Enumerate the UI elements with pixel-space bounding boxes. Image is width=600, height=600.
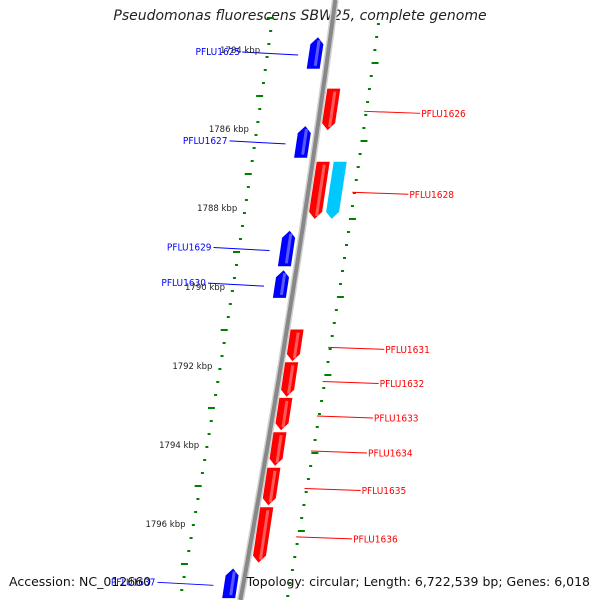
gene-arrow[interactable] — [222, 568, 239, 599]
gene-label-pflu1631[interactable]: PFLU1631 — [328, 345, 430, 356]
gene-arrow[interactable] — [294, 126, 311, 158]
gene-leader-line — [242, 51, 299, 56]
gene-label-text[interactable]: PFLU1637 — [111, 577, 156, 588]
gene-features[interactable] — [222, 37, 347, 599]
gene-label-pflu1633[interactable]: PFLU1633 — [316, 414, 419, 425]
gene-leader-line — [352, 191, 409, 195]
accession-text: Accession: NC_012660 — [9, 574, 152, 589]
gene-arrow-shade — [275, 435, 283, 464]
gene-pflu1628[interactable] — [309, 161, 347, 219]
gene-pflu1633[interactable] — [275, 397, 293, 431]
scale-labels: 1784 kbp 1786 kbp 1788 kbp 1790 kbp 1792 kbp… — [145, 46, 260, 530]
gene-pflu1634[interactable] — [269, 432, 287, 466]
gene-label-pflu1628[interactable]: PFLU1628 — [352, 190, 454, 201]
scale-label: 1794 kbp — [159, 441, 199, 451]
scale-label: 1786 kbp — [209, 125, 249, 135]
gene-arrow-shade — [229, 571, 236, 596]
gene-arrow-shade — [281, 400, 289, 428]
scale-label: 1788 kbp — [197, 204, 237, 214]
gene-label-pflu1630[interactable]: PFLU1630 — [161, 278, 265, 289]
gene-label-text[interactable]: PFLU1626 — [421, 109, 466, 120]
gene-label-text[interactable]: PFLU1636 — [353, 534, 398, 545]
gene-arrow[interactable] — [275, 397, 293, 431]
gene-leader-line — [328, 346, 385, 350]
gene-label-pflu1636[interactable]: PFLU1636 — [296, 534, 398, 545]
gene-arrow-shade — [268, 470, 277, 503]
gene-arrow-shade — [292, 332, 300, 359]
gene-label-pflu1632[interactable]: PFLU1632 — [322, 379, 425, 390]
gene-arrow-shade — [301, 128, 308, 155]
gene-pflu1629[interactable] — [277, 230, 296, 267]
gene-label-text[interactable]: PFLU1633 — [374, 414, 419, 425]
gene-label-pflu1627[interactable]: PFLU1627 — [183, 136, 286, 147]
gene-leader-line — [213, 247, 270, 252]
gene-label-text[interactable]: PFLU1630 — [161, 278, 206, 289]
gene-label-pflu1626[interactable]: PFLU1626 — [364, 109, 466, 120]
gene-leader-line — [311, 450, 368, 454]
gene-label-pflu1634[interactable]: PFLU1634 — [311, 449, 413, 460]
gene-arrow[interactable] — [253, 507, 274, 563]
scale-label: 1796 kbp — [145, 520, 185, 530]
gene-leader-line — [157, 581, 214, 586]
gene-pflu1625[interactable] — [306, 37, 324, 69]
gene-label-text[interactable]: PFLU1625 — [196, 47, 241, 58]
gene-pflu1627[interactable] — [294, 126, 311, 158]
gene-pflu1630[interactable] — [272, 270, 289, 298]
gene-arrow[interactable] — [306, 37, 324, 69]
gene-pflu1632[interactable] — [281, 362, 299, 397]
gene-arrow-shade — [284, 233, 293, 264]
gene-pflu1635[interactable] — [262, 467, 281, 506]
gene-arrow[interactable] — [281, 362, 299, 397]
gene-label-text[interactable]: PFLU1631 — [385, 345, 430, 356]
scale-label: 1792 kbp — [172, 362, 212, 372]
gene-label-text[interactable]: PFLU1635 — [362, 486, 407, 497]
gene-arrow[interactable] — [322, 88, 341, 131]
gene-arrow[interactable] — [286, 329, 304, 362]
gene-arrow[interactable] — [262, 467, 281, 506]
gene-label-text[interactable]: PFLU1627 — [183, 136, 228, 147]
gene-pflu1626[interactable] — [322, 88, 341, 131]
gene-arrow[interactable] — [309, 161, 330, 219]
gene-leader-line — [304, 488, 361, 492]
genome-backbone — [236, 0, 339, 600]
gene-label-pflu1637[interactable]: PFLU1637 — [111, 577, 214, 588]
gene-arrow-shade — [313, 40, 321, 67]
gene-label-text[interactable]: PFLU1632 — [380, 379, 425, 390]
gene-label-pflu1625[interactable]: PFLU1625 — [196, 47, 299, 58]
gene-leader-line — [364, 110, 421, 114]
topology-summary: Topology: circular; Length: 6,722,539 bp… — [246, 574, 590, 589]
gene-arrow[interactable] — [277, 230, 296, 267]
gene-label-text[interactable]: PFLU1634 — [368, 449, 413, 460]
gene-arrow[interactable] — [272, 270, 289, 298]
gene-leader-line — [229, 140, 286, 145]
gene-arrow-shade — [328, 91, 337, 128]
scale-ticks — [180, 17, 380, 597]
gene-arrow-shade — [279, 273, 287, 296]
gene-label-text[interactable]: PFLU1629 — [167, 243, 212, 254]
gene-arrow-shade — [315, 164, 326, 217]
gene-leader-line — [316, 415, 373, 419]
backbone-line — [238, 0, 338, 600]
gene-pflu1637[interactable] — [222, 568, 239, 599]
gene-labels[interactable]: PFLU1625 PFLU1626 PFLU1627 PFLU1628 PFLU1629… — [111, 47, 466, 588]
gene-arrow-shade — [258, 510, 270, 560]
scale-label: 1790 kbp — [185, 283, 225, 293]
gene-leader-line — [296, 536, 353, 540]
gene-label-pflu1629[interactable]: PFLU1629 — [167, 243, 270, 254]
gene-pflu1631[interactable] — [286, 329, 304, 362]
map-title: Pseudomonas fluorescens SBW25, complete … — [113, 8, 487, 24]
gene-arrow-shade — [287, 365, 295, 394]
gene-leader-line — [207, 282, 265, 287]
gene-pflu1636[interactable] — [253, 507, 274, 563]
gene-label-text[interactable]: PFLU1628 — [409, 190, 454, 201]
gene-label-pflu1635[interactable]: PFLU1635 — [304, 486, 407, 497]
gene-highlight-arrow[interactable] — [326, 161, 347, 219]
gene-arrow[interactable] — [269, 432, 287, 466]
gene-leader-line — [322, 380, 379, 384]
scale-label: 1784 kbp — [220, 46, 260, 56]
